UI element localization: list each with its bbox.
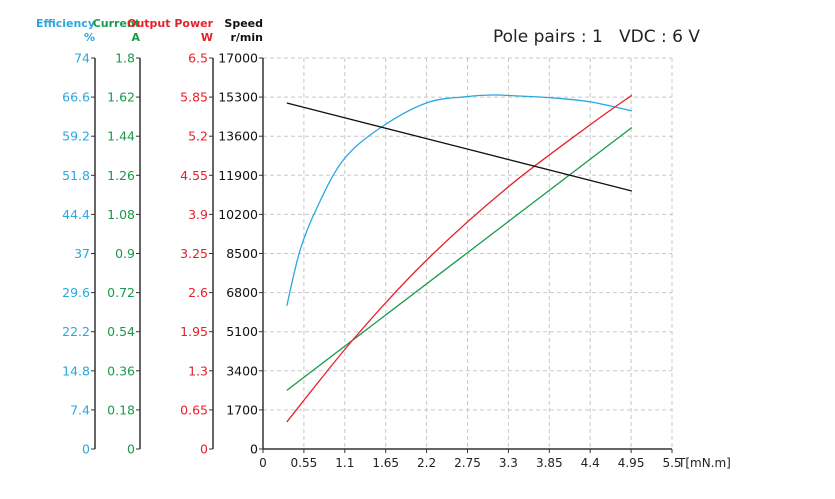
power-tick-label: 4.55 [180,168,208,183]
power-tick-label: 3.9 [188,207,208,222]
x-tick-label: 0.55 [291,456,318,470]
power-tick-label: 1.95 [180,324,208,339]
speed-tick-label: 5100 [226,324,258,339]
speed-tick-label: 13600 [218,129,258,144]
power-tick-label: 6.5 [188,51,208,66]
current-tick-label: 0.36 [107,363,135,378]
current-tick-label: 0.9 [115,246,135,261]
current-tick-label: 1.26 [107,168,135,183]
power-tick-label: 0 [200,442,208,457]
current-tick-label: 0.18 [107,402,135,417]
power-axis-title: Output Power [127,17,213,30]
power-axis-unit: W [201,31,213,44]
power-tick-label: 0.65 [180,402,208,417]
power-tick-label: 1.3 [188,363,208,378]
efficiency-tick-label: 44.4 [62,207,90,222]
speed-curve [286,102,633,192]
efficiency-tick-label: 51.8 [62,168,90,183]
x-tick-label: 0 [259,456,267,470]
efficiency-tick-label: 14.8 [62,363,90,378]
chart-title: Pole pairs : 1 VDC : 6 V [493,27,700,47]
x-tick-label: 4.95 [618,456,645,470]
efficiency-tick-label: 0 [82,442,90,457]
current-tick-label: 1.44 [107,129,135,144]
efficiency-axis-title: Efficiency [36,17,95,30]
efficiency-axis-unit: % [84,31,95,44]
power-curve [286,94,633,423]
power-tick-label: 2.6 [188,285,208,300]
efficiency-tick-label: 59.2 [62,129,90,144]
speed-tick-label: 3400 [226,363,258,378]
efficiency-tick-label: 66.6 [62,90,90,105]
speed-tick-label: 10200 [218,207,258,222]
speed-tick-label: 6800 [226,285,258,300]
speed-axis-unit: r/min [230,31,263,44]
x-tick-label: 5.5 [662,456,681,470]
speed-tick-label: 11900 [218,168,258,183]
x-axis-label: T[mN.m] [677,456,731,470]
efficiency-tick-label: 37 [74,246,90,261]
x-tick-label: 1.1 [335,456,354,470]
x-tick-label: 1.65 [372,456,399,470]
current-tick-label: 1.8 [115,51,135,66]
efficiency-tick-label: 74 [74,51,90,66]
current-tick-label: 1.08 [107,207,135,222]
speed-axis-title: Speed [224,17,263,30]
speed-tick-label: 8500 [226,246,258,261]
speed-tick-label: 1700 [226,402,258,417]
current-curve [286,126,633,391]
efficiency-tick-label: 29.6 [62,285,90,300]
efficiency-curve [286,94,632,306]
x-tick-label: 4.4 [581,456,600,470]
speed-tick-label: 15300 [218,90,258,105]
power-tick-label: 5.2 [188,129,208,144]
x-tick-label: 2.75 [454,456,481,470]
x-tick-label: 3.3 [499,456,518,470]
current-tick-label: 0.72 [107,285,135,300]
power-tick-label: 5.85 [180,90,208,105]
speed-tick-label: 17000 [218,51,258,66]
efficiency-tick-label: 7.4 [70,402,90,417]
current-tick-label: 0.54 [107,324,135,339]
current-tick-label: 0 [127,442,135,457]
x-tick-label: 3.85 [536,456,563,470]
current-axis-unit: A [131,31,140,44]
efficiency-tick-label: 22.2 [62,324,90,339]
current-axis-title: Current [93,17,140,30]
x-tick-label: 2.2 [417,456,436,470]
power-tick-label: 3.25 [180,246,208,261]
current-tick-label: 1.62 [107,90,135,105]
speed-tick-label: 0 [250,442,258,457]
